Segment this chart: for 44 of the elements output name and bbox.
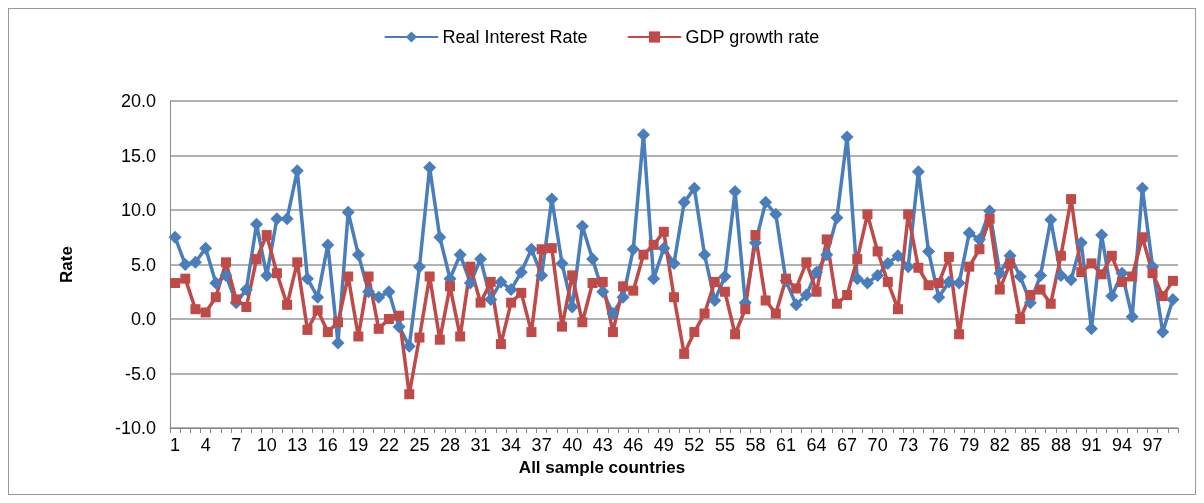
x-tick-label: 43 — [592, 435, 613, 455]
x-tick-label: 31 — [470, 435, 491, 455]
legend-label: Real Interest Rate — [442, 27, 588, 47]
x-tick-label: 25 — [409, 435, 430, 455]
x-tick-label: 40 — [562, 435, 583, 455]
x-tick-label: 34 — [501, 435, 522, 455]
y-tick-label: 20.0 — [120, 91, 156, 111]
x-tick-label: 85 — [1020, 435, 1041, 455]
y-axis-title: Rate — [57, 246, 76, 283]
x-tick-label: 91 — [1081, 435, 1102, 455]
y-tick-label: 0.0 — [130, 309, 156, 329]
x-tick-label: 13 — [287, 435, 308, 455]
x-tick-label: 82 — [989, 435, 1010, 455]
x-tick-label: 52 — [684, 435, 705, 455]
y-tick-label: 15.0 — [120, 145, 156, 166]
x-tick-label: 49 — [653, 435, 674, 455]
x-tick-label: 61 — [775, 435, 797, 455]
x-tick-label: 1 — [170, 435, 181, 455]
x-tick-label: 16 — [317, 435, 338, 455]
x-tick-label: 55 — [714, 435, 735, 455]
x-tick-label: 79 — [959, 435, 980, 455]
x-tick-label: 88 — [1050, 435, 1071, 455]
x-tick-label: 97 — [1142, 435, 1163, 455]
x-tick-label: 10 — [256, 435, 277, 455]
x-tick-label: 76 — [928, 435, 949, 455]
x-tick-label: 46 — [623, 435, 644, 455]
y-tick-label: 10.0 — [120, 200, 156, 220]
x-tick-label: 4 — [200, 435, 211, 455]
x-tick-label: 19 — [348, 435, 369, 455]
x-tick-label: 73 — [898, 435, 919, 455]
y-tick-label: 5.0 — [130, 254, 156, 275]
y-tick-label: -10.0 — [114, 418, 156, 438]
legend-label: GDP growth rate — [685, 27, 820, 47]
x-tick-label: 94 — [1111, 435, 1133, 455]
x-tick-label: 37 — [531, 435, 552, 455]
y-tick-label: -5.0 — [124, 363, 156, 384]
x-tick-label: 58 — [745, 435, 766, 455]
x-tick-label: 70 — [867, 435, 888, 455]
x-tick-label: 28 — [439, 435, 461, 455]
x-axis-title: All sample countries — [518, 458, 686, 477]
x-tick-label: 7 — [231, 435, 242, 455]
x-tick-label: 64 — [806, 435, 827, 455]
x-tick-label: 22 — [378, 435, 399, 455]
x-tick-label: 67 — [837, 435, 858, 455]
